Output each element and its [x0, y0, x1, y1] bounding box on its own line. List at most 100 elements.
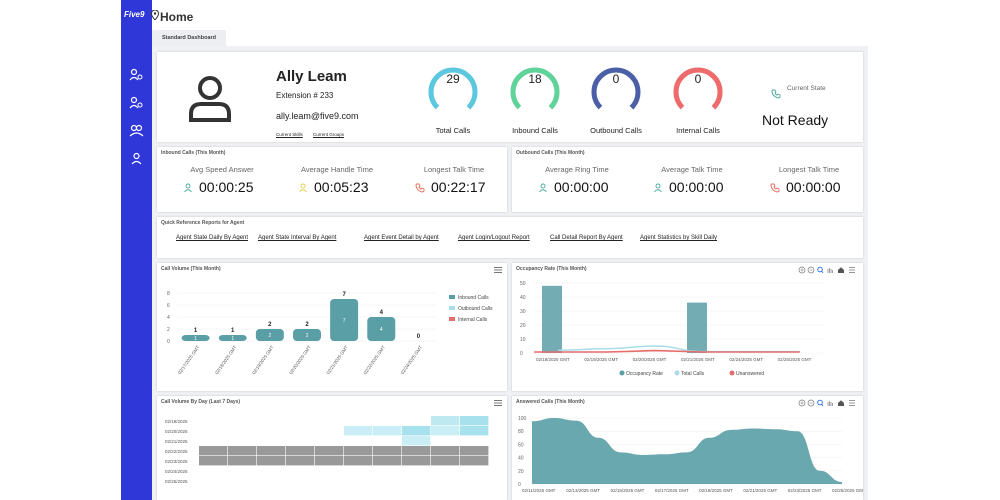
- stat-value: 00:00:00: [786, 179, 841, 195]
- report-link[interactable]: Agent Login/Logout Report: [458, 235, 530, 241]
- chart-toolbar[interactable]: [798, 266, 858, 274]
- quick-reports-title: Quick Reference Reports for Agent: [161, 220, 245, 226]
- agent-name: Ally Leam: [276, 68, 347, 85]
- row-label: 02/25/2025: [165, 479, 188, 484]
- heatmap-cell: [460, 416, 489, 426]
- y-tick-label: 40: [518, 456, 524, 462]
- heatmap-cell: [431, 416, 460, 426]
- chart-menu-icon[interactable]: [494, 267, 502, 273]
- bar: [542, 285, 562, 353]
- bar-inner-label: 4: [380, 327, 383, 333]
- team-icon[interactable]: [129, 124, 144, 138]
- row-label: 02/19/2025: [165, 419, 188, 424]
- heatmap-cell: [373, 456, 402, 466]
- chart-menu-icon[interactable]: [494, 400, 502, 406]
- gauge-1: [510, 67, 560, 117]
- bar-inner-label: 7: [343, 318, 346, 324]
- gauge-0: [428, 67, 478, 117]
- chart-toolbar[interactable]: [798, 399, 858, 407]
- data-label: 1: [194, 328, 198, 334]
- occupancy-card: Occupancy Rate (This Month) 50 40 30 20 10 0 0…: [512, 263, 863, 391]
- stat-label: Average Ring Time: [545, 165, 609, 174]
- row-label: 02/24/2025: [165, 469, 188, 474]
- person-icon: [654, 183, 662, 193]
- bar: [687, 302, 707, 353]
- y-tick-label: 20: [518, 469, 524, 475]
- x-tick-label: 02/17/2025 GMT: [177, 345, 201, 376]
- legend-label: Unanswered: [736, 371, 764, 377]
- users-icon[interactable]: [129, 96, 144, 110]
- x-tick-label: 02/21/2025 GMT: [743, 488, 777, 493]
- report-link[interactable]: Agent State Interval By Agent: [258, 235, 337, 241]
- heatmap-cell: [344, 456, 373, 466]
- heatmap-cell: [402, 426, 431, 436]
- x-tick-label: 02/23/2025 GMT: [788, 488, 822, 493]
- x-tick-label: 02/15/2025 GMT: [611, 488, 645, 493]
- report-link[interactable]: Agent Event Detail by Agent: [364, 235, 439, 241]
- inbound-calls-card: Inbound Calls (This Month) Avg Speed Ans…: [157, 147, 507, 212]
- y-tick-label: 0: [520, 351, 523, 357]
- agent-icon[interactable]: [129, 68, 144, 82]
- x-tick-label: 02/20/2025 GMT: [288, 345, 312, 376]
- location-pin-icon: [151, 10, 159, 20]
- heatmap-cell: [402, 456, 431, 466]
- report-link[interactable]: Agent Statistics by Skill Daily: [640, 235, 718, 241]
- answered-calls-title: Answered Calls (This Month): [516, 399, 585, 405]
- call-volume-title: Call Volume (This Month): [161, 266, 221, 272]
- sidebar: Five9: [121, 0, 152, 500]
- agent-extension: Extension # 233: [276, 91, 334, 100]
- heatmap-cell: [257, 456, 286, 466]
- y-tick-label: 60: [518, 442, 524, 448]
- row-label: 02/22/2025: [165, 449, 188, 454]
- heatmap-cell: [402, 436, 431, 446]
- heatmap-cell: [228, 446, 257, 456]
- y-tick-label: 40: [520, 295, 526, 301]
- call-volume-chart: 8 6 4 2 0 1 1 02/17/2025 GMT 1 1 02/18/2025 GMT 2 2 0…: [167, 291, 493, 376]
- stat-value: 00:22:17: [431, 179, 486, 195]
- row-label: 02/20/2025: [165, 429, 188, 434]
- heatmap-cell: [286, 456, 315, 466]
- legend-swatch: [449, 295, 455, 299]
- heatmap-cell: [373, 426, 402, 436]
- y-tick-label: 20: [520, 323, 526, 329]
- x-tick-label: 02/19/2025 GMT: [699, 488, 733, 493]
- current-skills-link[interactable]: Current Skills: [276, 132, 303, 137]
- stat-label: Avg Speed Answer: [190, 165, 254, 174]
- tab-standard-dashboard[interactable]: Standard Dashboard: [152, 30, 226, 46]
- person-icon[interactable]: [129, 152, 144, 166]
- gauge-label: Total Calls: [435, 126, 471, 135]
- legend-swatch: [449, 306, 455, 310]
- heatmap-cell: [460, 446, 489, 456]
- stat-value: 00:00:25: [199, 179, 254, 195]
- bar: [367, 317, 396, 341]
- gauge-value: 18: [528, 72, 542, 86]
- legend-label: Inbound Calls: [458, 295, 489, 301]
- report-link[interactable]: Call Detail Report By Agent: [550, 235, 623, 241]
- x-tick-label: 02/19/2025 GMT: [251, 345, 275, 376]
- call-volume-by-day-card: Call Volume By Day (Last 7 Days) 02/19/2…: [157, 396, 507, 500]
- quick-reports-card: Quick Reference Reports for Agent Agent …: [157, 217, 863, 258]
- bar-inner-label: 1: [194, 336, 197, 342]
- report-link[interactable]: Agent State Daily By Agent: [176, 235, 249, 241]
- heatmap-cell: [344, 446, 373, 456]
- call-volume-heatmap: 02/19/2025 02/20/2025 02/21/2025 02/22/2025…: [165, 416, 489, 484]
- bar: [218, 335, 247, 341]
- x-tick-label: 02/25/2025 GMT: [778, 357, 812, 362]
- heatmap-cell: [315, 446, 344, 456]
- x-tick-label: 02/21/2025 GMT: [681, 357, 715, 362]
- current-groups-link[interactable]: Current Groups: [313, 132, 345, 137]
- y-tick-label: 30: [520, 309, 526, 315]
- gauge-3: [673, 67, 723, 117]
- x-tick-label: 02/24/2025 GMT: [400, 345, 424, 376]
- gauge-2: [591, 67, 641, 117]
- heatmap-cell: [402, 446, 431, 456]
- stat-label: Average Handle Time: [301, 165, 373, 174]
- heatmap-cell: [199, 456, 228, 466]
- data-label: 4: [380, 310, 384, 316]
- y-tick-label: 0: [518, 482, 521, 488]
- call-volume-by-day-title: Call Volume By Day (Last 7 Days): [161, 399, 241, 405]
- stat-label: Average Talk Time: [661, 165, 723, 174]
- bar: [181, 335, 210, 341]
- x-tick-label: 02/25/2025 GMT: [832, 488, 863, 493]
